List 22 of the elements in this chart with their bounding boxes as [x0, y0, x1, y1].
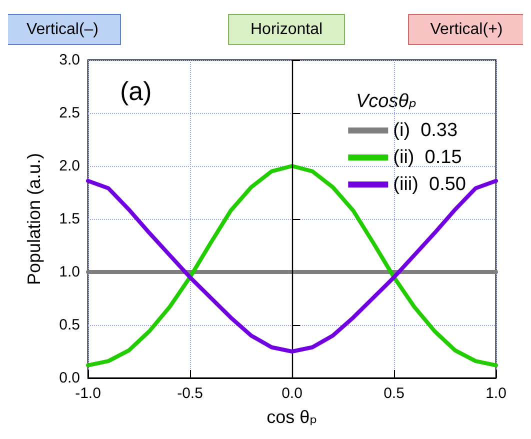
y-tick-label: 1.5: [59, 210, 80, 228]
x-tick-label: 0.0: [282, 385, 302, 402]
text: Vertical(–): [26, 21, 99, 38]
legend-label: (i) 0.33: [393, 120, 458, 141]
y-tick-label: 2.0: [59, 158, 80, 174]
text: Horizontal: [250, 21, 323, 38]
x-tick-label: 1.0: [486, 385, 506, 402]
legend-label: (iii) 0.50: [393, 174, 466, 195]
x-axis-title: cos θₚ: [266, 407, 318, 427]
legend-title: Vcosθₚ: [356, 91, 417, 112]
x-tick-label: 0.5: [384, 385, 404, 402]
legend-label: (ii) 0.15: [393, 147, 462, 168]
y-axis-title: Population (a.u.): [24, 152, 44, 286]
y-tick-label: 0.0: [59, 370, 80, 386]
x-tick-label: -1.0: [75, 385, 101, 402]
y-tick-label: 0.5: [59, 316, 80, 334]
annotation: (a): [120, 76, 152, 106]
y-tick-label: 1.0: [59, 264, 80, 280]
y-tick-label: 2.5: [59, 104, 80, 122]
text: Vertical(+): [430, 21, 503, 38]
y-tick-label: 3.0: [59, 52, 80, 68]
x-tick-label: -0.5: [177, 385, 203, 402]
